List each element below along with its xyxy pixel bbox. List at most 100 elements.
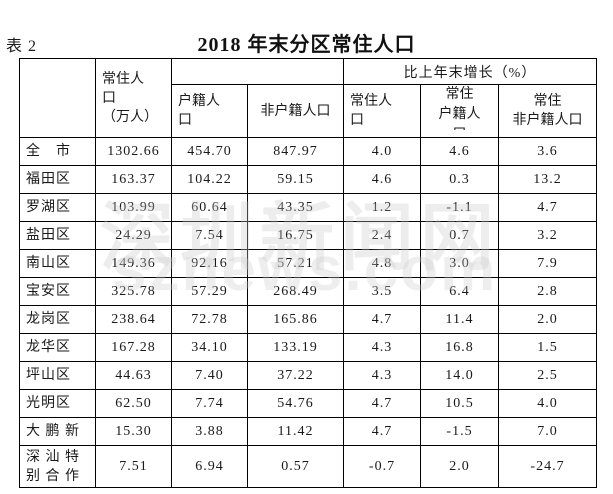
hukou-value: 34.10 bbox=[171, 333, 248, 362]
non-hukou-value: 59.15 bbox=[247, 165, 344, 194]
growth-non-hukou-value: 3.2 bbox=[497, 221, 598, 250]
growth-resident-value: 4.0 bbox=[343, 137, 421, 166]
growth-resident-value: 2.4 bbox=[343, 221, 421, 250]
growth-hukou-value: 10.5 bbox=[420, 389, 499, 418]
non-hukou-value: 43.35 bbox=[247, 193, 344, 222]
header-hukou: 户籍人 口 bbox=[171, 84, 248, 138]
non-hukou-value: 165.86 bbox=[247, 305, 344, 334]
non-hukou-value: 16.75 bbox=[247, 221, 344, 250]
header-row-2: 户籍人 口 非户籍人口 常住人 口 常住 户籍人 口 常住 非户籍人口 bbox=[20, 84, 598, 138]
resident-value: 167.28 bbox=[95, 333, 172, 362]
table-label: 表 2 bbox=[6, 38, 38, 55]
population-table: 常住人 口 （万人） 比上年末增长（%） 户籍人 口 非户籍人口 常住人 口 常… bbox=[19, 58, 598, 488]
non-hukou-value: 57.21 bbox=[247, 249, 344, 278]
hukou-value: 57.29 bbox=[171, 277, 248, 306]
resident-value: 163.37 bbox=[95, 165, 172, 194]
resident-value: 24.29 bbox=[95, 221, 172, 250]
hukou-value: 6.94 bbox=[171, 445, 248, 488]
growth-non-hukou-value: 4.0 bbox=[497, 389, 598, 418]
growth-hukou-value: 0.3 bbox=[420, 165, 499, 194]
growth-hukou-value: 3.0 bbox=[420, 249, 499, 278]
district-name: 盐田区 bbox=[19, 221, 96, 250]
resident-value: 149.36 bbox=[95, 249, 172, 278]
non-hukou-value: 268.49 bbox=[247, 277, 344, 306]
growth-hukou-value: 2.0 bbox=[420, 445, 499, 488]
corner-cell bbox=[19, 58, 96, 138]
table-row: 光明区 62.50 7.74 54.76 4.7 10.5 4.0 bbox=[19, 389, 598, 418]
hukou-value: 72.78 bbox=[171, 305, 248, 334]
header-blank-span bbox=[171, 58, 344, 85]
district-name: 龙华区 bbox=[19, 333, 96, 362]
growth-hukou-value: 4.6 bbox=[420, 137, 499, 166]
growth-non-hukou-value: 13.2 bbox=[497, 165, 598, 194]
district-name: 福田区 bbox=[19, 165, 96, 194]
caption-row: 表 2 2018 年末分区常住人口 bbox=[0, 24, 613, 56]
growth-hukou-value: -1.1 bbox=[420, 193, 499, 222]
resident-value: 1302.66 bbox=[95, 137, 172, 166]
growth-resident-value: -0.7 bbox=[343, 445, 421, 488]
header-row-1: 常住人 口 （万人） 比上年末增长（%） bbox=[19, 58, 598, 138]
hukou-value: 7.54 bbox=[171, 221, 248, 250]
table-row: 大 鹏 新 15.30 3.88 11.42 4.7 -1.5 7.0 bbox=[19, 417, 598, 446]
table-row: 罗湖区 103.99 60.64 43.35 1.2 -1.1 4.7 bbox=[19, 193, 598, 222]
district-name: 大 鹏 新 bbox=[19, 417, 96, 446]
header-growth-hukou: 常住 户籍人 口 bbox=[420, 84, 499, 138]
district-name: 龙岗区 bbox=[19, 305, 96, 334]
table-row: 龙岗区 238.64 72.78 165.86 4.7 11.4 2.0 bbox=[19, 305, 598, 334]
header-growth-title: 比上年末增长（%） bbox=[342, 58, 598, 85]
growth-resident-value: 4.6 bbox=[343, 165, 421, 194]
district-name: 全 市 bbox=[19, 137, 96, 166]
growth-hukou-value: -1.5 bbox=[420, 417, 499, 446]
growth-resident-value: 1.2 bbox=[343, 193, 421, 222]
non-hukou-value: 847.97 bbox=[247, 137, 344, 166]
hukou-value: 60.64 bbox=[171, 193, 248, 222]
hukou-value: 7.74 bbox=[171, 389, 248, 418]
table-row: 南山区 149.36 92.16 57.21 4.8 3.0 7.9 bbox=[19, 249, 598, 278]
non-hukou-value: 0.57 bbox=[247, 445, 344, 488]
district-name: 光明区 bbox=[19, 389, 96, 418]
growth-non-hukou-value: -24.7 bbox=[497, 445, 598, 488]
resident-value: 44.63 bbox=[95, 361, 172, 390]
district-name: 深 汕 特 别 合 作 bbox=[19, 445, 96, 488]
hukou-value: 92.16 bbox=[171, 249, 248, 278]
district-name: 罗湖区 bbox=[19, 193, 96, 222]
growth-hukou-value: 0.7 bbox=[420, 221, 499, 250]
table-row: 深 汕 特 别 合 作 7.51 6.94 0.57 -0.7 2.0 -24.… bbox=[19, 445, 598, 488]
growth-resident-value: 4.3 bbox=[343, 361, 421, 390]
district-name: 南山区 bbox=[19, 249, 96, 278]
growth-non-hukou-value: 7.0 bbox=[497, 417, 598, 446]
resident-value: 62.50 bbox=[95, 389, 172, 418]
resident-value: 15.30 bbox=[95, 417, 172, 446]
non-hukou-value: 133.19 bbox=[247, 333, 344, 362]
resident-value: 7.51 bbox=[95, 445, 172, 488]
table-row: 龙华区 167.28 34.10 133.19 4.3 16.8 1.5 bbox=[19, 333, 598, 362]
hukou-value: 104.22 bbox=[171, 165, 248, 194]
table-row: 盐田区 24.29 7.54 16.75 2.4 0.7 3.2 bbox=[19, 221, 598, 250]
growth-non-hukou-value: 4.7 bbox=[497, 193, 598, 222]
non-hukou-value: 11.42 bbox=[247, 417, 344, 446]
table-row: 全 市 1302.66 454.70 847.97 4.0 4.6 3.6 bbox=[19, 137, 598, 166]
header-growth-hukou-text: 常住 户籍人 口 bbox=[438, 87, 481, 130]
header-growth-non-hukou: 常住 非户籍人口 bbox=[497, 84, 598, 138]
header-growth-resident: 常住人 口 bbox=[343, 84, 421, 138]
district-name: 宝安区 bbox=[19, 277, 96, 306]
district-name: 坪山区 bbox=[19, 361, 96, 390]
table-body: 全 市 1302.66 454.70 847.97 4.0 4.6 3.6 福田… bbox=[19, 137, 598, 488]
growth-non-hukou-value: 2.5 bbox=[497, 361, 598, 390]
resident-value: 325.78 bbox=[95, 277, 172, 306]
table-row: 福田区 163.37 104.22 59.15 4.6 0.3 13.2 bbox=[19, 165, 598, 194]
growth-resident-value: 4.7 bbox=[343, 305, 421, 334]
table-row: 宝安区 325.78 57.29 268.49 3.5 6.4 2.8 bbox=[19, 277, 598, 306]
growth-non-hukou-value: 3.6 bbox=[497, 137, 598, 166]
growth-non-hukou-value: 1.5 bbox=[497, 333, 598, 362]
growth-resident-value: 4.7 bbox=[343, 417, 421, 446]
growth-hukou-value: 16.8 bbox=[420, 333, 499, 362]
hukou-value: 7.40 bbox=[171, 361, 248, 390]
page-title: 2018 年末分区常住人口 bbox=[197, 34, 416, 56]
header-resident-population: 常住人 口 （万人） bbox=[95, 58, 172, 138]
header-non-hukou: 非户籍人口 bbox=[247, 84, 344, 138]
growth-hukou-value: 14.0 bbox=[420, 361, 499, 390]
hukou-value: 454.70 bbox=[171, 137, 248, 166]
table-row: 坪山区 44.63 7.40 37.22 4.3 14.0 2.5 bbox=[19, 361, 598, 390]
